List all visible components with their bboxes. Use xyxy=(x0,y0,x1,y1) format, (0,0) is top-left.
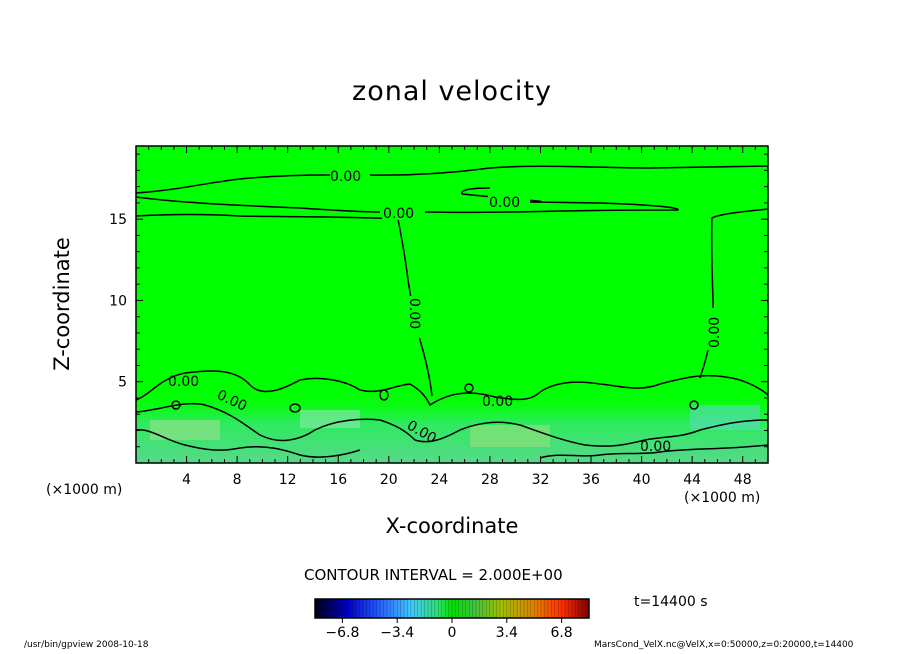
contour-interval-label: CONTOUR INTERVAL = 2.000E+00 xyxy=(304,566,563,584)
contour-label: 0.00 xyxy=(330,169,361,185)
boundary-layer xyxy=(136,390,768,463)
contour-small-3 xyxy=(379,389,389,401)
x-unit-label-right: (×1000 m) xyxy=(684,490,761,506)
x-tick-label: 12 xyxy=(279,472,297,488)
x-tick-label: 4 xyxy=(182,472,191,488)
footer-left: /usr/bin/gpview 2008-10-18 xyxy=(24,640,149,650)
x-tick-label: 32 xyxy=(532,472,550,488)
y-tick-label: 10 xyxy=(109,293,127,309)
x-tick-label: 40 xyxy=(633,472,651,488)
contour-label: 0.00 xyxy=(383,206,414,222)
x-axis-label: X-coordinate xyxy=(385,514,519,538)
x-tick-label: 24 xyxy=(430,472,448,488)
colorbar-tick-label: −3.4 xyxy=(380,625,414,641)
contour-label: 0.00 xyxy=(168,374,199,390)
contour-label: 0.00 xyxy=(489,195,520,211)
x-tick-label: 48 xyxy=(734,472,752,488)
contour-line-top xyxy=(136,165,768,194)
contour-line-surface-1 xyxy=(136,370,768,407)
contour-line-surface-3 xyxy=(136,429,768,459)
x-tick-label: 44 xyxy=(683,472,701,488)
contour-small-4 xyxy=(464,383,474,393)
x-unit-label-left: (×1000 m) xyxy=(46,482,123,498)
contour-small-2 xyxy=(289,403,301,413)
footer-right: MarsCond_VelX.nc@VelX,x=0:50000,z=0:2000… xyxy=(594,640,854,650)
colorbar-tick-label: 0 xyxy=(448,625,457,641)
x-tick-label: 8 xyxy=(233,472,242,488)
contour-line-surface-2 xyxy=(136,402,768,447)
time-label: t=14400 s xyxy=(634,594,708,610)
contour-small-1 xyxy=(171,400,181,410)
x-tick-label: 36 xyxy=(582,472,600,488)
contour-label: 0.00 xyxy=(640,439,671,455)
y-tick-label: 15 xyxy=(109,212,127,228)
colorbar-tick-label: 6.8 xyxy=(550,625,572,641)
x-tick-label: 16 xyxy=(329,472,347,488)
colorbar: −6.8 −3.4 0 3.4 6.8 xyxy=(314,598,590,641)
y-axis: 5 10 15 xyxy=(109,153,768,448)
x-axis: 4 8 12 16 20 24 28 32 36 40 44 48 xyxy=(148,146,756,488)
colorbar-tick-label: 3.4 xyxy=(496,625,518,641)
x-tick-label: 20 xyxy=(380,472,398,488)
contour-label: 0.00 xyxy=(482,394,513,410)
contour-label: 0.00 xyxy=(707,317,723,348)
y-tick-label: 5 xyxy=(118,375,127,391)
contour-line-loop xyxy=(136,187,679,214)
contour-label: 0.00 xyxy=(406,298,422,329)
chart-title: zonal velocity xyxy=(352,76,552,107)
contour-small-5 xyxy=(689,400,699,410)
x-tick-label: 28 xyxy=(481,472,499,488)
colorbar-tick-label: −6.8 xyxy=(325,625,359,641)
